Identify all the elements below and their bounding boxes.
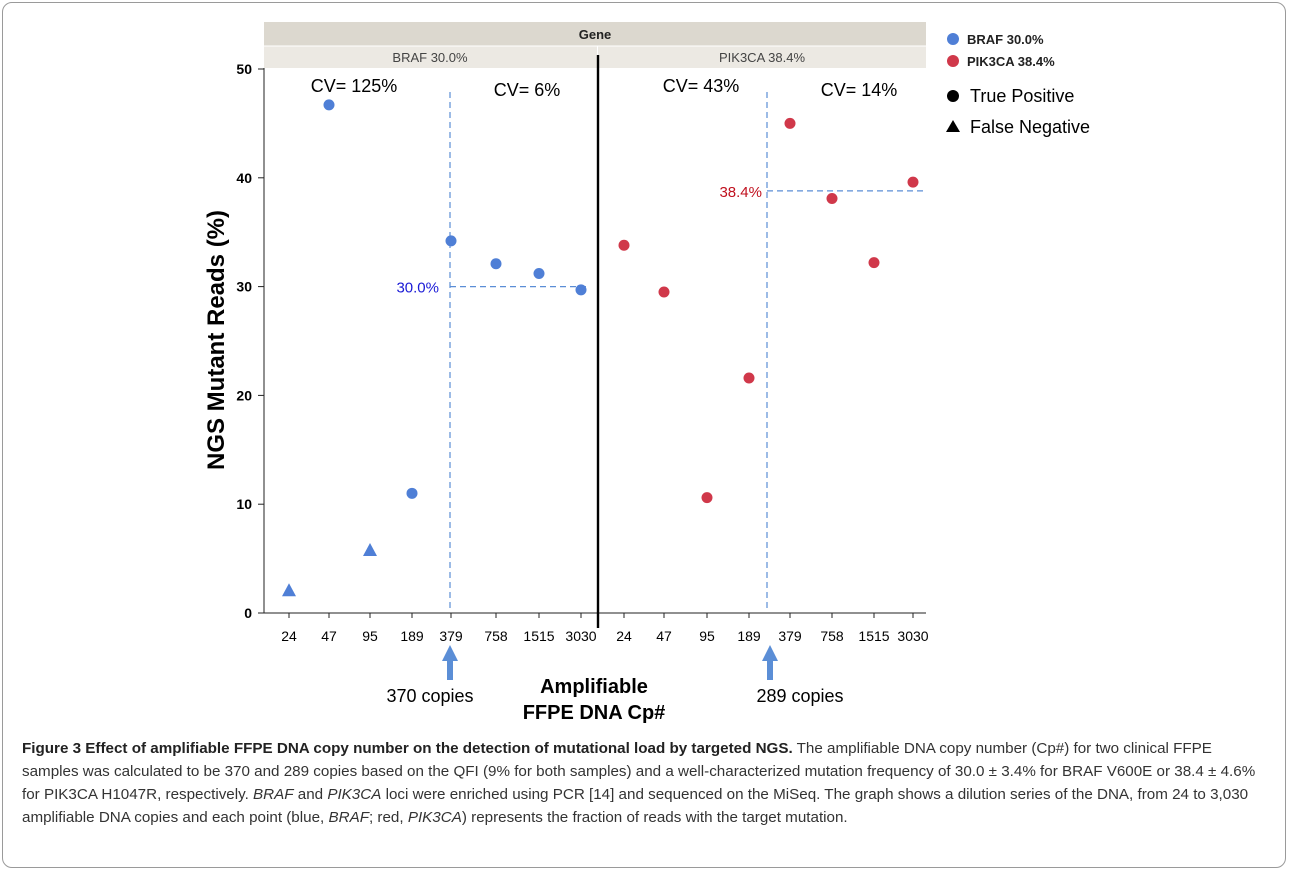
- legend-marker-true-positive: [947, 90, 959, 102]
- caption-title: Figure 3 Effect of amplifiable FFPE DNA …: [22, 740, 793, 757]
- data-point-true-positive: [445, 235, 457, 247]
- x-tick-label: 758: [484, 628, 508, 644]
- threshold-copies-label: 289 copies: [756, 686, 843, 706]
- data-point-true-positive: [490, 258, 502, 270]
- data-point-true-positive: [575, 284, 587, 296]
- y-tick-label: 0: [244, 605, 252, 621]
- data-point-true-positive: [658, 286, 670, 298]
- caption-text-5: ) represents the fraction of reads with …: [461, 809, 848, 826]
- y-tick-label: 20: [236, 387, 252, 403]
- x-tick-label: 95: [362, 628, 378, 644]
- y-tick-label: 30: [236, 279, 252, 295]
- figure-chart: Gene BRAF 30.0% PIK3CA 38.4% NGS Mutant …: [203, 22, 1090, 724]
- data-point-true-positive: [907, 176, 919, 188]
- data-point-false-negative: [282, 583, 296, 597]
- data-point-true-positive: [701, 492, 713, 504]
- caption-braf-2: BRAF: [328, 809, 369, 826]
- caption-text-3: loci were enriched using PCR [14] and se…: [22, 786, 1249, 826]
- caption-text-4: ; red,: [368, 809, 408, 826]
- x-axis-ticks: 24 47 95 189 379 758 1515 3030 24 47 95 189 379 758 15…: [281, 613, 929, 644]
- caption-braf: BRAF: [253, 786, 294, 803]
- caption-pik3ca-2: PIK3CA: [407, 809, 462, 826]
- x-tick-label: 47: [656, 628, 672, 644]
- x-tick-label: 47: [321, 628, 337, 644]
- threshold-arrow-shaft: [767, 660, 773, 680]
- threshold-arrow-head: [442, 645, 458, 661]
- x-axis-title-line2: FFPE DNA Cp#: [523, 702, 666, 724]
- data-point-true-positive: [533, 268, 545, 280]
- caption-text-2: and: [293, 786, 328, 803]
- x-tick-label: 189: [400, 628, 424, 644]
- data-point-true-positive: [784, 117, 796, 129]
- cv-label-left: CV= 43%: [663, 76, 740, 96]
- x-tick-label: 24: [281, 628, 297, 644]
- data-point-true-positive: [618, 239, 630, 251]
- x-tick-label: 1515: [858, 628, 889, 644]
- x-tick-label: 24: [616, 628, 632, 644]
- x-tick-label: 3030: [565, 628, 596, 644]
- data-point-true-positive: [826, 192, 838, 204]
- x-tick-label: 1515: [523, 628, 554, 644]
- cv-label-left: CV= 125%: [311, 76, 398, 96]
- figure-caption: Figure 3 Effect of amplifiable FFPE DNA …: [22, 737, 1272, 829]
- data-point-true-positive: [743, 372, 755, 384]
- y-tick-label: 40: [236, 170, 252, 186]
- threshold-arrow-head: [762, 645, 778, 661]
- legend-marker-braf: [947, 33, 959, 45]
- data-points: [282, 99, 919, 597]
- data-point-true-positive: [323, 99, 335, 111]
- y-tick-label: 50: [236, 61, 252, 77]
- caption-pik3ca: PIK3CA: [327, 786, 382, 803]
- x-tick-label: 3030: [897, 628, 928, 644]
- caption-text-1: The amplifiable DNA copy number (Cp#) fo…: [22, 740, 1256, 803]
- x-tick-label: 758: [820, 628, 844, 644]
- threshold-arrow-shaft: [447, 660, 453, 680]
- x-tick-label: 189: [737, 628, 761, 644]
- x-tick-label: 379: [778, 628, 802, 644]
- annotations: CV= 125% CV= 6% 30.0% 370 copies CV= 43% CV= …: [311, 76, 898, 706]
- panel-header-pik3ca-bar: [598, 46, 926, 68]
- legend: BRAF 30.0% PIK3CA 38.4% True Positive Fa…: [946, 32, 1090, 137]
- facet-header-label: Gene: [579, 27, 612, 42]
- data-point-true-positive: [868, 257, 880, 269]
- cv-label-right: CV= 14%: [821, 80, 898, 100]
- x-axis-title-line1: Amplifiable: [540, 676, 648, 698]
- cv-label-right: CV= 6%: [494, 80, 561, 100]
- legend-marker-pik3ca: [947, 55, 959, 67]
- data-point-true-positive: [406, 487, 418, 499]
- y-axis-ticks: 0 10 20 30 40 50: [236, 61, 264, 621]
- legend-label-pik3ca: PIK3CA 38.4%: [967, 54, 1055, 69]
- y-axis-title: NGS Mutant Reads (%): [203, 210, 230, 470]
- y-tick-label: 10: [236, 496, 252, 512]
- facet-header-bar: [264, 22, 926, 46]
- panel-header-pik3ca: PIK3CA 38.4%: [719, 50, 805, 65]
- legend-label-braf: BRAF 30.0%: [967, 32, 1044, 47]
- legend-label-true-positive: True Positive: [970, 86, 1074, 106]
- panel-header-braf: BRAF 30.0%: [392, 50, 468, 65]
- legend-marker-false-negative: [946, 120, 960, 132]
- threshold-copies-label: 370 copies: [386, 686, 473, 706]
- x-tick-label: 95: [699, 628, 715, 644]
- data-point-false-negative: [363, 542, 377, 556]
- panel-header-braf-bar: [264, 46, 597, 68]
- reference-value-label: 38.4%: [719, 184, 762, 201]
- reference-lines: [449, 92, 924, 608]
- x-tick-label: 379: [439, 628, 463, 644]
- legend-label-false-negative: False Negative: [970, 117, 1090, 137]
- reference-value-label: 30.0%: [396, 280, 439, 297]
